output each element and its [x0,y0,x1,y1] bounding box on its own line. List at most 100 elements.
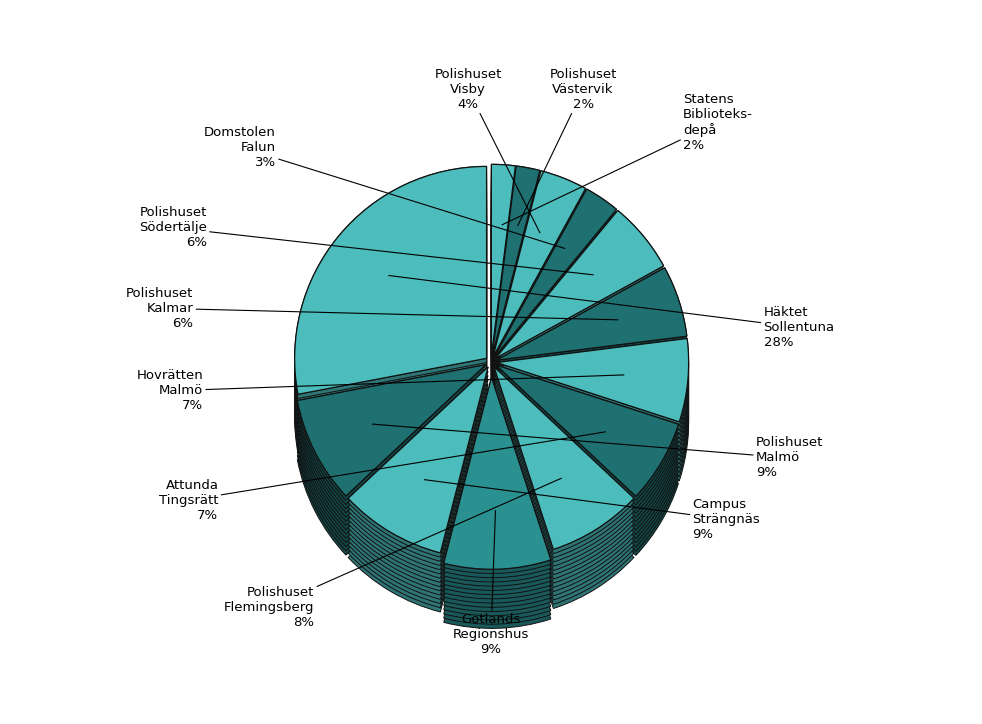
Wedge shape [492,187,540,377]
Wedge shape [493,171,585,357]
Wedge shape [444,398,551,590]
Wedge shape [349,392,488,578]
Wedge shape [493,196,585,382]
Wedge shape [494,202,617,370]
Wedge shape [298,386,486,517]
Text: Hovrätten
Malmö
7%: Hovrätten Malmö 7% [136,369,624,412]
Wedge shape [349,384,488,570]
Wedge shape [497,268,686,361]
Wedge shape [295,204,486,432]
Text: Attunda
Tingsrätt
7%: Attunda Tingsrätt 7% [159,432,606,522]
Wedge shape [492,179,540,369]
Wedge shape [295,183,486,411]
Wedge shape [496,265,664,413]
Wedge shape [496,365,679,497]
Wedge shape [444,386,551,578]
Wedge shape [497,301,686,394]
Wedge shape [493,226,585,411]
Wedge shape [295,179,486,407]
Wedge shape [496,386,679,518]
Wedge shape [497,360,688,443]
Text: Polishuset
Visby
4%: Polishuset Visby 4% [434,68,540,233]
Wedge shape [493,175,585,361]
Text: Statens
Biblioteks-
depå
2%: Statens Biblioteks- depå 2% [502,93,753,225]
Wedge shape [494,189,617,357]
Wedge shape [295,209,486,437]
Wedge shape [492,174,540,365]
Wedge shape [298,403,486,534]
Wedge shape [295,217,486,445]
Wedge shape [496,403,679,534]
Wedge shape [491,224,516,416]
Wedge shape [494,409,634,592]
Wedge shape [298,419,486,551]
Text: Polishuset
Kalmar
6%: Polishuset Kalmar 6% [126,287,618,329]
Wedge shape [492,221,540,411]
Wedge shape [497,347,688,430]
Wedge shape [295,167,486,395]
Wedge shape [496,399,679,530]
Wedge shape [492,166,540,356]
Wedge shape [444,437,551,628]
Wedge shape [497,298,686,390]
Wedge shape [494,240,617,408]
Wedge shape [298,416,486,547]
Wedge shape [349,371,488,557]
Wedge shape [494,400,634,583]
Wedge shape [494,422,634,605]
Wedge shape [298,369,486,500]
Wedge shape [497,393,688,476]
Wedge shape [444,428,551,620]
Wedge shape [444,420,551,612]
Wedge shape [349,367,488,553]
Wedge shape [497,306,686,398]
Wedge shape [493,205,585,390]
Wedge shape [298,411,486,542]
Wedge shape [494,235,617,404]
Wedge shape [497,323,686,415]
Wedge shape [295,225,486,453]
Wedge shape [298,390,486,521]
Wedge shape [298,394,486,526]
Wedge shape [349,367,488,553]
Wedge shape [491,219,516,411]
Wedge shape [497,390,688,473]
Wedge shape [494,210,617,379]
Wedge shape [491,206,516,398]
Wedge shape [494,248,617,416]
Wedge shape [497,272,686,364]
Wedge shape [444,407,551,599]
Wedge shape [497,285,686,377]
Wedge shape [492,225,540,416]
Text: Polishuset
Västervik
2%: Polishuset Västervik 2% [518,68,617,226]
Wedge shape [496,211,664,358]
Wedge shape [444,411,551,603]
Wedge shape [494,371,634,554]
Wedge shape [295,196,486,424]
Wedge shape [494,367,634,550]
Wedge shape [496,407,679,539]
Wedge shape [494,219,617,387]
Wedge shape [491,177,516,369]
Wedge shape [493,230,585,416]
Wedge shape [444,390,551,582]
Wedge shape [492,209,540,399]
Wedge shape [497,351,688,434]
Wedge shape [491,198,516,390]
Wedge shape [491,181,516,373]
Wedge shape [444,403,551,594]
Wedge shape [497,364,688,447]
Wedge shape [349,388,488,574]
Wedge shape [494,227,617,395]
Wedge shape [496,211,664,358]
Wedge shape [494,405,634,587]
Wedge shape [497,372,688,455]
Wedge shape [496,240,664,388]
Wedge shape [497,327,686,419]
Wedge shape [494,397,634,579]
Wedge shape [491,190,516,382]
Wedge shape [349,379,488,565]
Wedge shape [497,355,688,439]
Wedge shape [497,381,688,464]
Wedge shape [295,192,486,420]
